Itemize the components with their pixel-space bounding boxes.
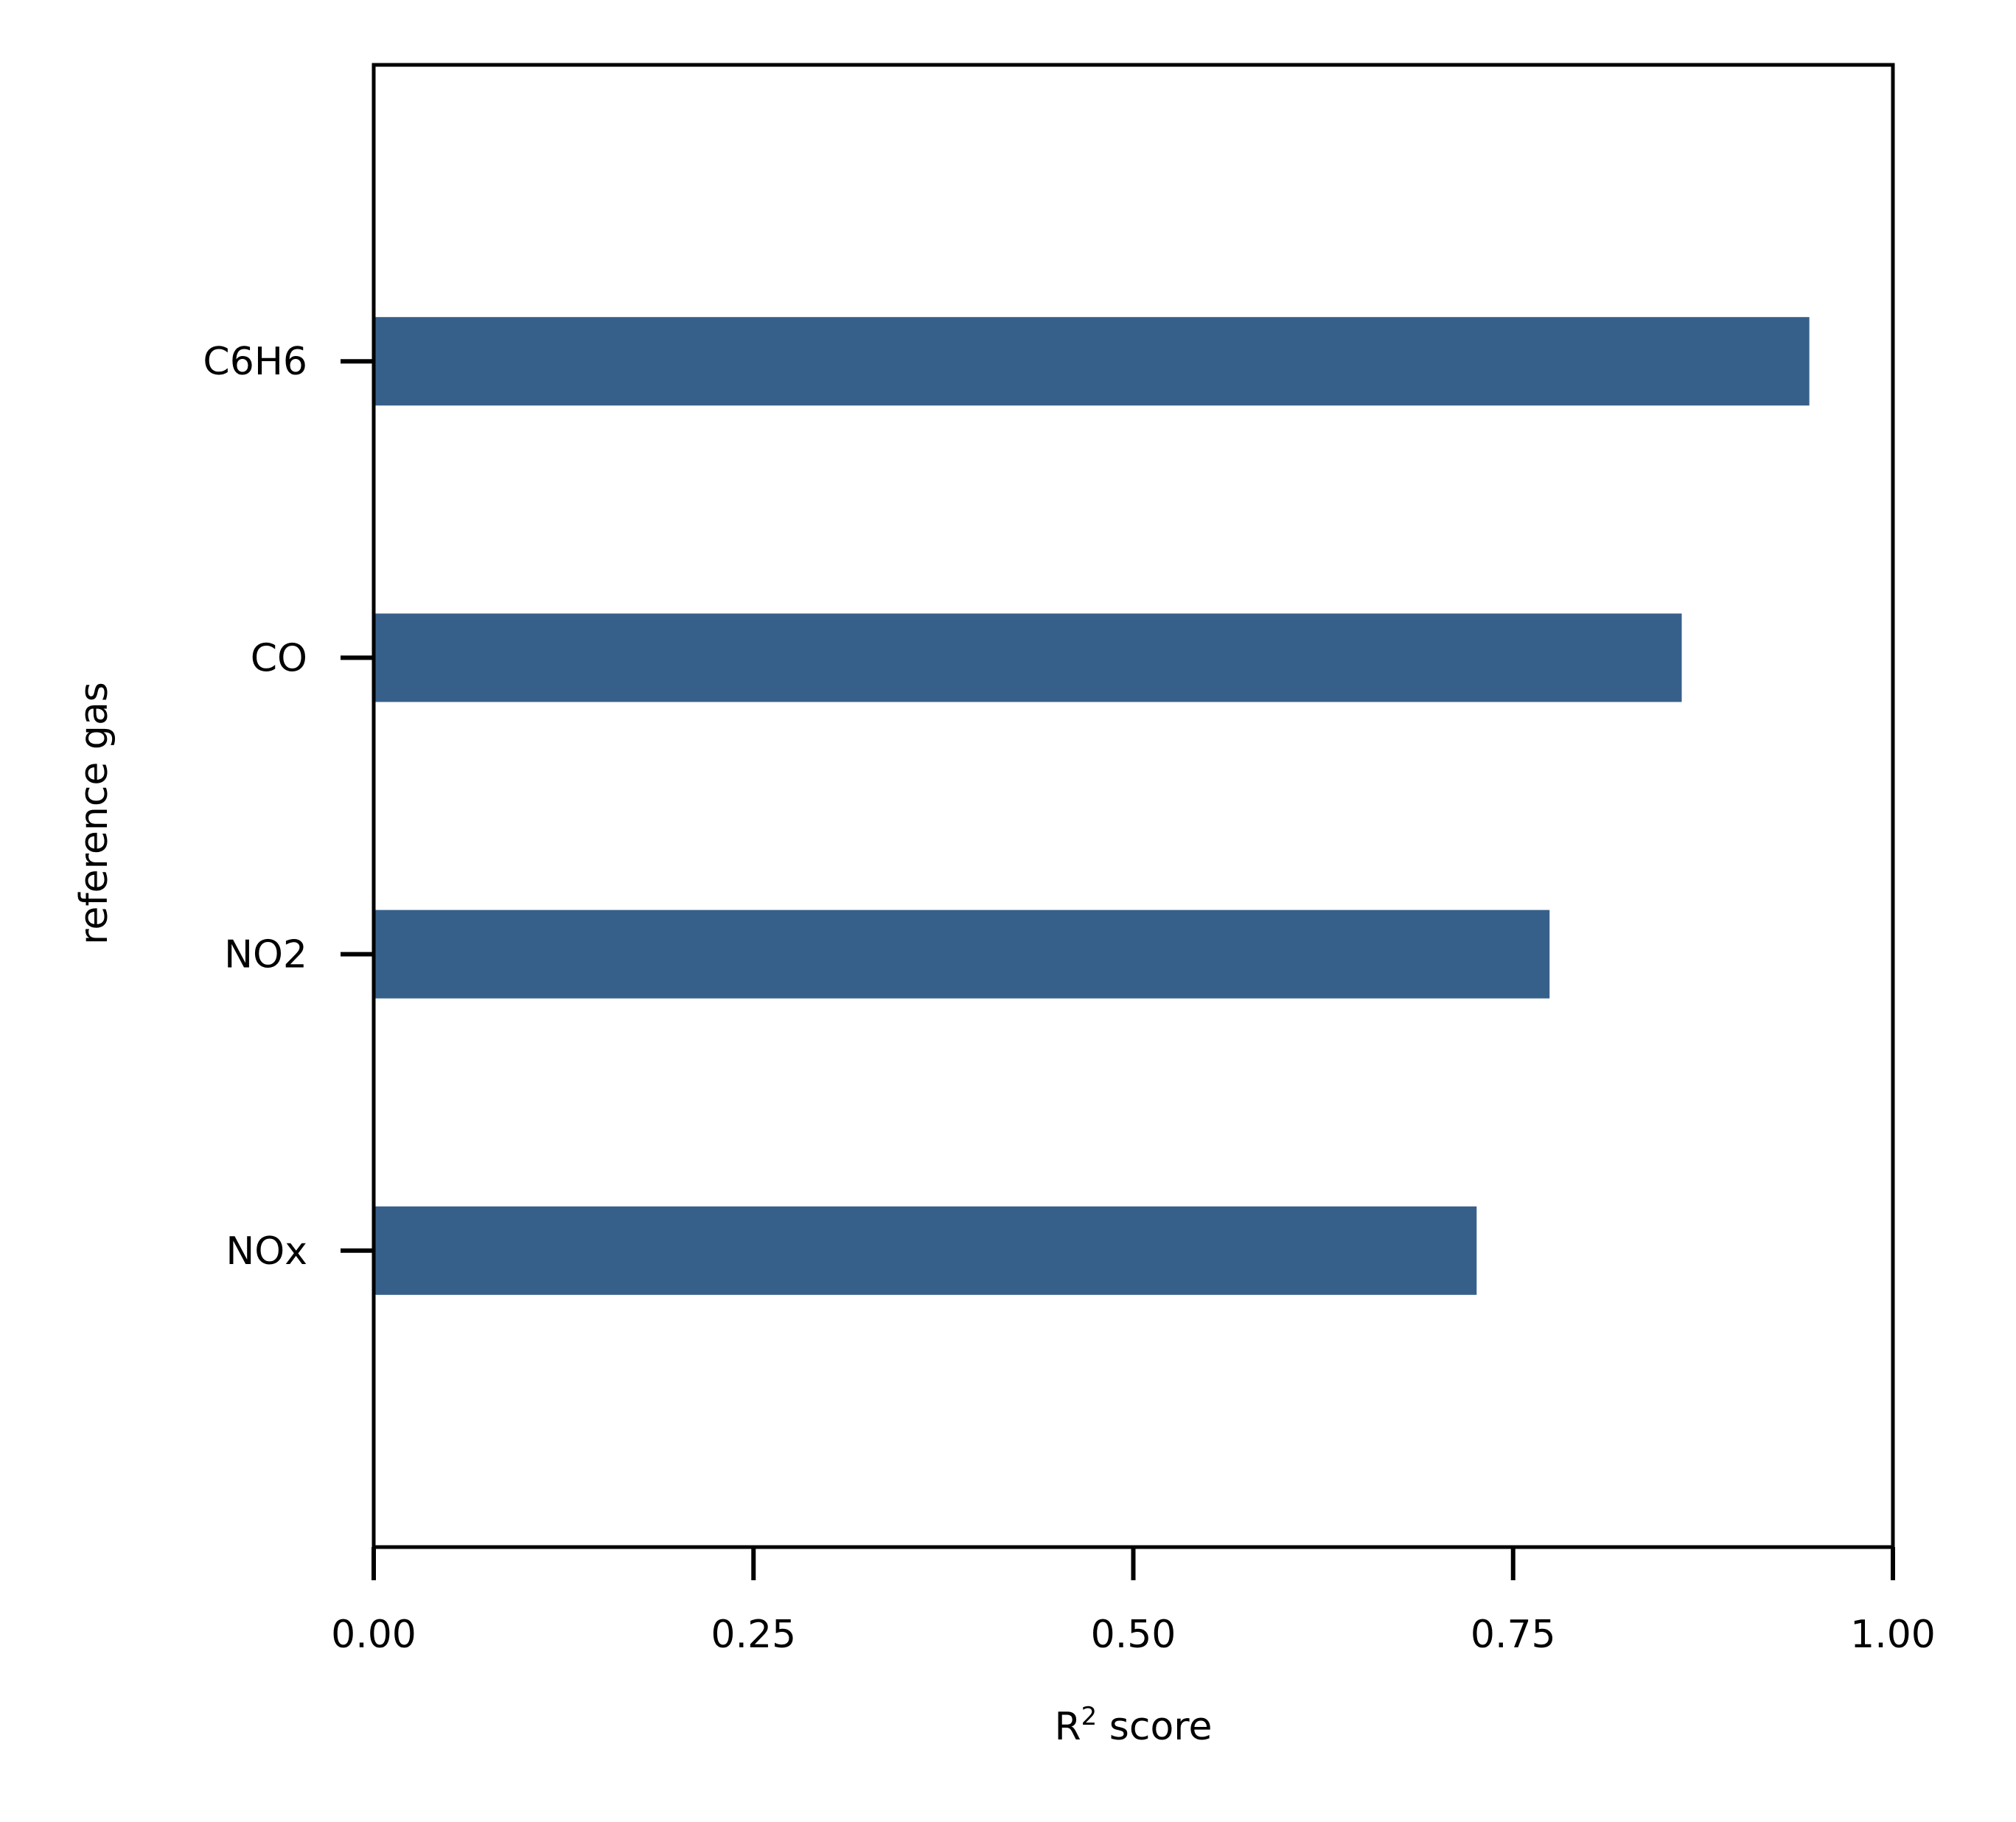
bar-co: [374, 613, 1682, 702]
x-axis-label-superscript: 2: [1081, 1702, 1098, 1731]
x-tick-label-1: 0.25: [711, 1613, 796, 1657]
x-axis-label-base: R: [1054, 1705, 1081, 1749]
y-axis-label: reference gas: [72, 682, 116, 945]
plot-frame: [372, 63, 1895, 1549]
x-axis-label-suffix: score: [1097, 1705, 1212, 1749]
x-tick-label-4: 1.00: [1850, 1613, 1936, 1657]
x-axis-ticks: 0.00 0.25 0.50 0.75 1.00: [331, 1547, 1936, 1657]
y-tick-label-c6h6: C6H6: [203, 340, 307, 384]
y-tick-label-no2: NO2: [224, 933, 307, 977]
x-tick-label-2: 0.50: [1091, 1613, 1176, 1657]
x-tick-label-3: 0.75: [1471, 1613, 1556, 1657]
bar-c6h6: [374, 317, 1810, 406]
x-axis-label: R2 score: [1054, 1702, 1212, 1749]
x-tick-label-0: 0.00: [331, 1613, 416, 1657]
bar-nox: [374, 1206, 1477, 1295]
y-tick-label-nox: NOx: [226, 1229, 307, 1274]
y-axis-ticks: C6H6 CO NO2 NOx: [203, 340, 374, 1274]
bars-layer: [374, 317, 1810, 1295]
bar-no2: [374, 910, 1550, 999]
y-tick-label-co: CO: [251, 636, 307, 680]
